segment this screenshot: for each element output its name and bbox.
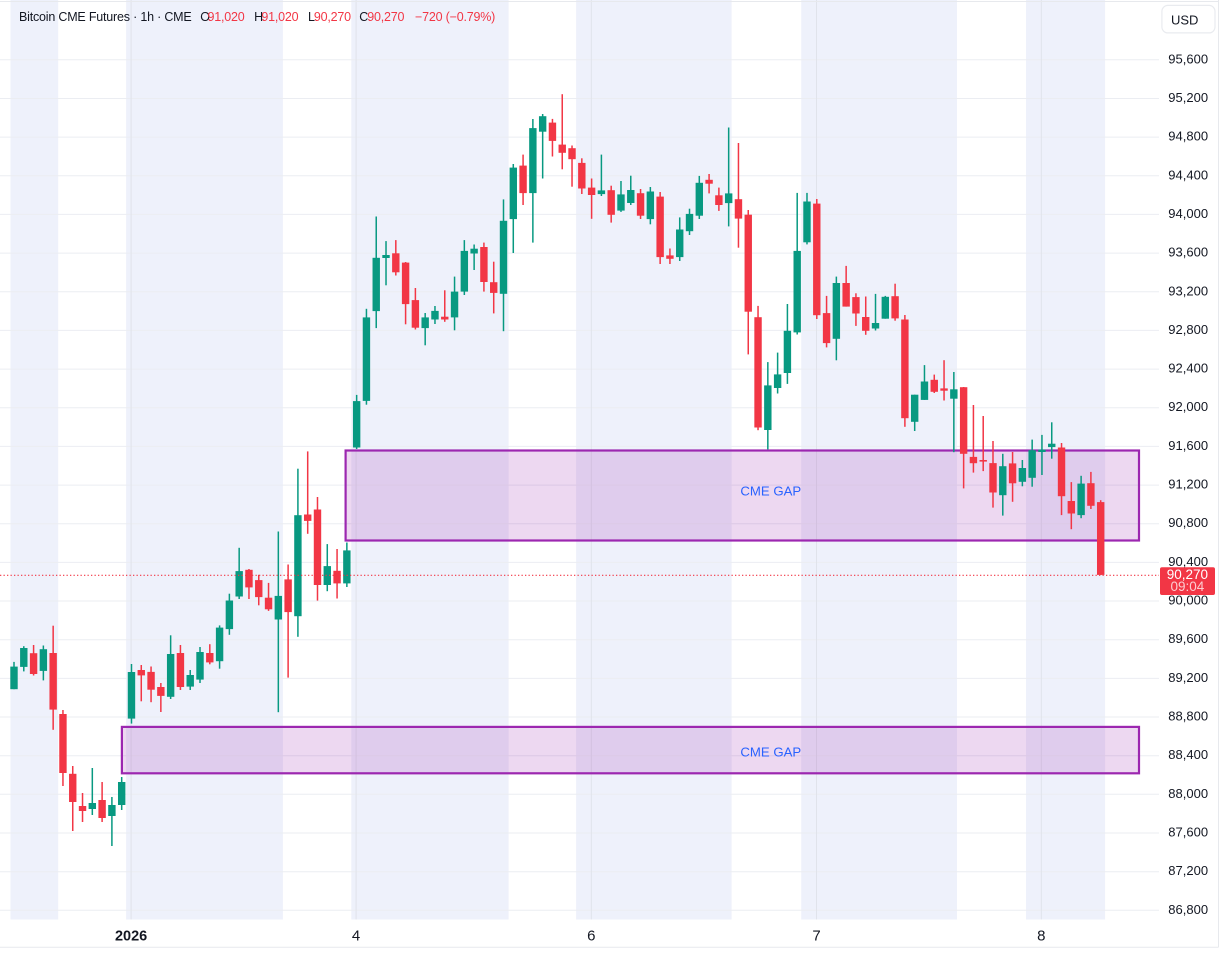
svg-text:90,270: 90,270 xyxy=(367,10,404,24)
svg-text:7: 7 xyxy=(812,928,820,945)
svg-text:91,200: 91,200 xyxy=(1168,477,1208,492)
svg-text:Bitcoin CME Futures · 1h · CME: Bitcoin CME Futures · 1h · CME xyxy=(19,10,192,24)
svg-text:94,400: 94,400 xyxy=(1168,167,1208,182)
svg-text:87,200: 87,200 xyxy=(1168,863,1208,878)
svg-text:90,800: 90,800 xyxy=(1168,515,1208,530)
svg-text:6: 6 xyxy=(587,928,595,945)
svg-text:93,200: 93,200 xyxy=(1168,283,1208,298)
svg-text:88,800: 88,800 xyxy=(1168,709,1208,724)
svg-text:89,600: 89,600 xyxy=(1168,631,1208,646)
svg-text:CME GAP: CME GAP xyxy=(740,745,801,760)
svg-text:4: 4 xyxy=(352,928,360,945)
svg-text:94,800: 94,800 xyxy=(1168,129,1208,144)
svg-text:90,400: 90,400 xyxy=(1168,554,1208,569)
svg-text:90,270: 90,270 xyxy=(314,10,351,24)
svg-text:94,000: 94,000 xyxy=(1168,206,1208,221)
svg-text:87,600: 87,600 xyxy=(1168,825,1208,840)
svg-text:92,000: 92,000 xyxy=(1168,399,1208,414)
svg-text:88,400: 88,400 xyxy=(1168,747,1208,762)
svg-text:88,000: 88,000 xyxy=(1168,786,1208,801)
svg-text:09:04: 09:04 xyxy=(1171,579,1205,594)
svg-text:91,020: 91,020 xyxy=(208,10,245,24)
svg-text:H: H xyxy=(254,10,263,24)
svg-text:95,600: 95,600 xyxy=(1168,51,1208,66)
svg-text:92,400: 92,400 xyxy=(1168,361,1208,376)
svg-text:89,200: 89,200 xyxy=(1168,670,1208,685)
svg-text:2026: 2026 xyxy=(115,929,147,945)
svg-text:L: L xyxy=(308,10,315,24)
svg-text:91,600: 91,600 xyxy=(1168,438,1208,453)
svg-text:8: 8 xyxy=(1037,928,1045,945)
svg-text:90,000: 90,000 xyxy=(1168,593,1208,608)
svg-text:91,020: 91,020 xyxy=(261,10,298,24)
svg-text:O: O xyxy=(200,10,210,24)
svg-text:93,600: 93,600 xyxy=(1168,245,1208,260)
svg-text:CME GAP: CME GAP xyxy=(740,483,801,498)
svg-text:−720 (−0.79%): −720 (−0.79%) xyxy=(415,10,495,24)
svg-text:86,800: 86,800 xyxy=(1168,902,1208,917)
svg-text:C: C xyxy=(359,10,368,24)
svg-text:90,270: 90,270 xyxy=(1167,567,1208,582)
svg-text:92,800: 92,800 xyxy=(1168,322,1208,337)
svg-text:USD: USD xyxy=(1171,12,1198,27)
svg-text:95,200: 95,200 xyxy=(1168,90,1208,105)
